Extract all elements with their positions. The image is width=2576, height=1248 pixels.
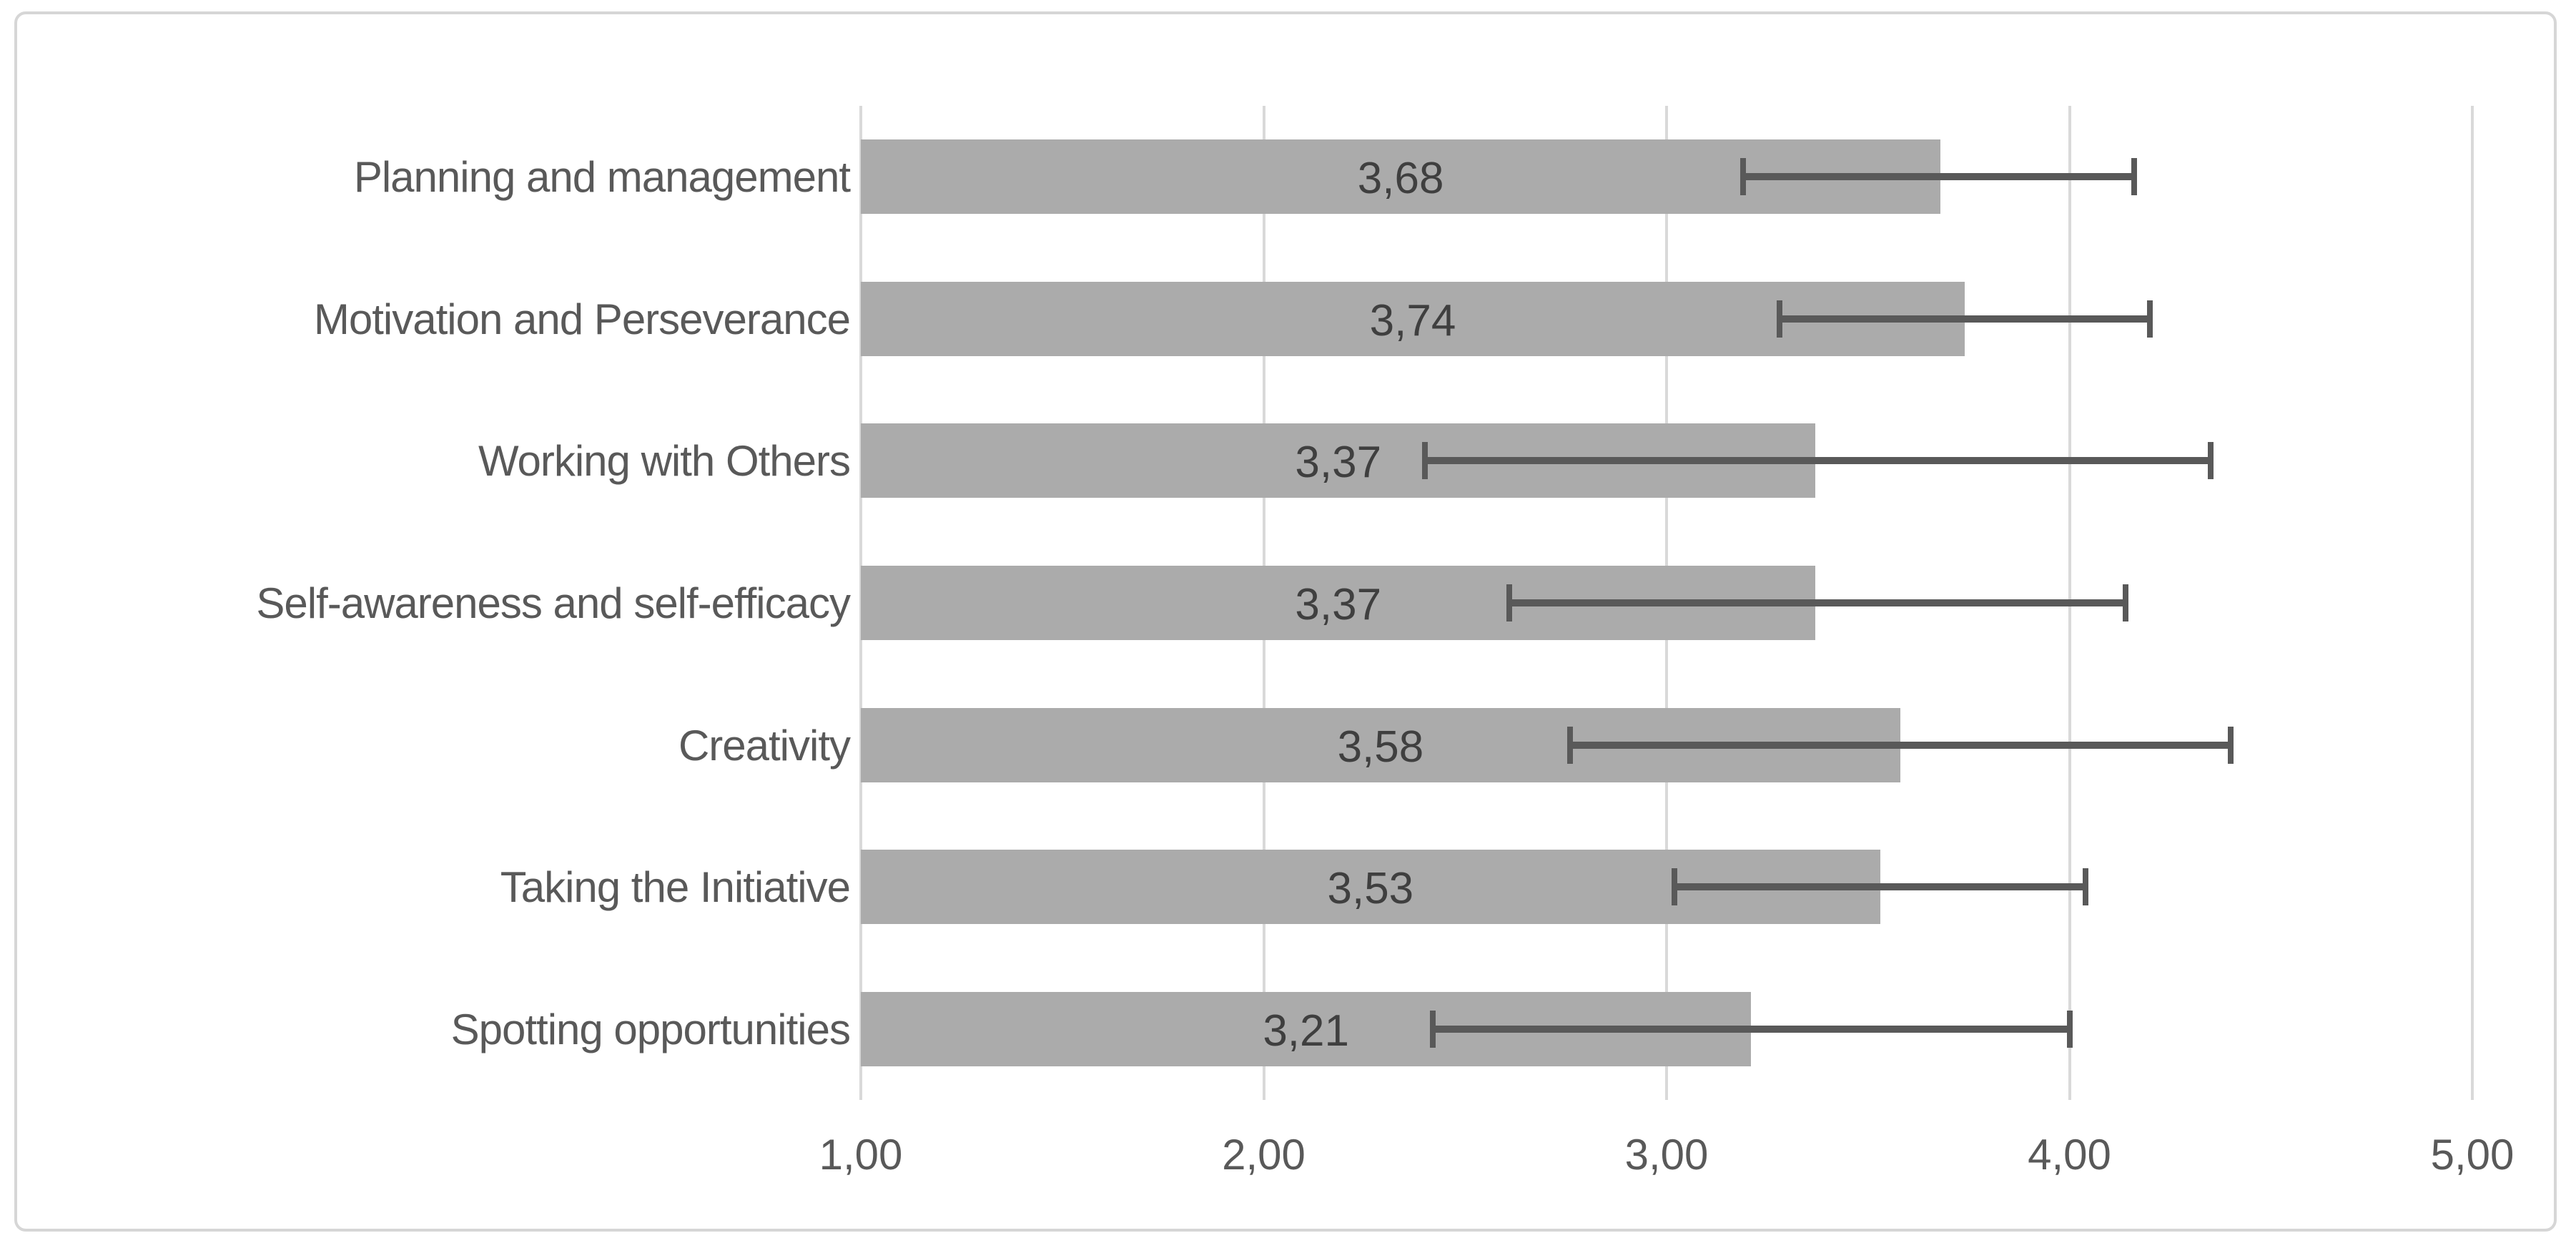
- category-label: Spotting opportunities: [450, 1005, 851, 1053]
- bar-value-label: 3,37: [1295, 438, 1382, 488]
- error-bar: [1743, 173, 2134, 181]
- x-axis-tick-label: 2,00: [1222, 1131, 1306, 1179]
- category-label: Self-awareness and self-efficacy: [256, 579, 851, 627]
- x-axis-tick-label: 1,00: [819, 1131, 903, 1179]
- error-bar: [1433, 1025, 2070, 1033]
- error-bar-cap: [1776, 300, 1782, 338]
- error-bar: [1424, 457, 2211, 465]
- error-bar-cap: [1430, 1010, 1436, 1048]
- category-label: Planning and management: [353, 153, 851, 202]
- error-bar-cap: [1672, 868, 1678, 906]
- category-label: Taking the Initiative: [500, 863, 851, 912]
- bar-value-label: 3,53: [1327, 864, 1414, 914]
- bar-value-label: 3,58: [1337, 722, 1424, 772]
- bar-value-label: 3,37: [1295, 580, 1382, 629]
- error-bar-cap: [2083, 868, 2089, 906]
- error-bar: [1569, 741, 2231, 749]
- category-label: Working with Others: [478, 437, 851, 486]
- error-bar-cap: [2066, 1010, 2073, 1048]
- x-axis-tick-label: 3,00: [1624, 1131, 1709, 1179]
- x-axis-tick-label: 5,00: [2430, 1131, 2515, 1179]
- category-label: Creativity: [678, 721, 851, 770]
- error-bar-cap: [1506, 584, 1513, 621]
- error-bar-cap: [1740, 158, 1747, 196]
- error-bar-cap: [2123, 584, 2129, 621]
- category-label: Motivation and Perseverance: [313, 295, 851, 343]
- error-bar: [1674, 883, 2086, 891]
- error-bar-cap: [1421, 442, 1428, 480]
- x-axis-tick-label: 4,00: [2028, 1131, 2111, 1179]
- bar-value-label: 3,74: [1369, 295, 1456, 345]
- error-bar-cap: [2147, 300, 2153, 338]
- error-bar-cap: [2227, 726, 2234, 764]
- plot-area: Planning and management 3,68 Motivation an…: [17, 14, 2554, 1229]
- error-bar: [1509, 599, 2126, 606]
- chart-frame: Planning and management 3,68 Motivation an…: [14, 11, 2557, 1232]
- bar-value-label: 3,21: [1263, 1006, 1349, 1056]
- bar-value-label: 3,68: [1357, 154, 1444, 204]
- error-bar-cap: [2207, 442, 2214, 480]
- error-bar-cap: [1566, 726, 1573, 764]
- gridline: [2471, 106, 2474, 1100]
- error-bar: [1779, 315, 2151, 323]
- error-bar-cap: [2131, 158, 2137, 196]
